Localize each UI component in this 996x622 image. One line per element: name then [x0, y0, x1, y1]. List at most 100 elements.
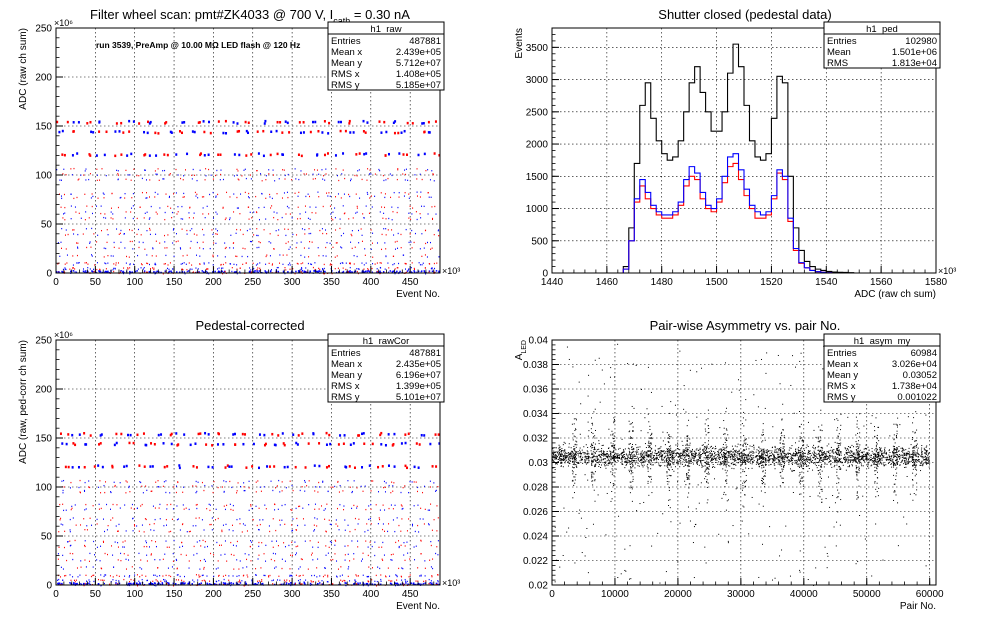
asymmetry-point	[572, 455, 574, 457]
corrected-point	[374, 541, 376, 543]
asymmetry-point	[622, 451, 624, 453]
raw-point	[71, 174, 73, 176]
raw-point	[143, 217, 145, 219]
corrected-point	[385, 576, 387, 578]
raw-point	[339, 262, 341, 265]
asymmetry-point	[693, 453, 695, 455]
corrected-point	[147, 579, 149, 582]
raw-point	[116, 169, 118, 172]
raw-point	[429, 241, 431, 244]
raw-point	[411, 229, 413, 232]
corrected-point	[72, 553, 74, 555]
raw-point	[357, 170, 359, 172]
corrected-point	[98, 503, 100, 505]
corrected-point	[398, 540, 400, 542]
corrected-point	[281, 519, 283, 521]
asymmetry-point	[870, 454, 872, 456]
asymmetry-point	[755, 455, 757, 457]
asymmetry-point	[660, 453, 662, 455]
raw-point	[279, 262, 281, 264]
asymmetry-point	[831, 466, 833, 468]
raw-point	[318, 270, 320, 272]
corrected-point	[131, 566, 133, 568]
asymmetry-point	[674, 459, 676, 461]
raw-point	[397, 267, 399, 269]
asymmetry-point	[847, 466, 849, 468]
raw-point	[98, 120, 101, 123]
corrected-point	[195, 517, 197, 519]
asymmetry-point	[691, 454, 693, 456]
corrected-point	[304, 466, 307, 469]
raw-point	[428, 196, 430, 198]
asymmetry-point	[782, 460, 784, 462]
asymmetry-point	[768, 455, 770, 457]
asymmetry-point	[731, 455, 733, 457]
corrected-point	[93, 465, 96, 468]
raw-point	[370, 229, 372, 231]
raw-point	[404, 179, 406, 181]
raw-point	[331, 272, 333, 275]
raw-point	[284, 120, 287, 123]
corrected-point	[159, 518, 161, 520]
asymmetry-point	[907, 450, 909, 452]
corrected-point	[404, 578, 406, 581]
corrected-point	[423, 434, 426, 437]
raw-point	[285, 213, 287, 215]
raw-point	[372, 232, 374, 234]
raw-ytick-label: 100	[35, 171, 52, 182]
raw-point	[415, 211, 417, 213]
corrected-point	[162, 485, 164, 487]
corrected-point	[204, 580, 206, 582]
asymmetry-point	[731, 453, 733, 455]
asymmetry-point	[691, 456, 693, 458]
corrected-point	[395, 574, 397, 576]
asymmetry-point	[843, 458, 845, 460]
corrected-point	[177, 481, 179, 483]
asymmetry-point	[837, 459, 839, 461]
corrected-point	[80, 583, 83, 586]
asymmetry-point	[739, 459, 741, 461]
corrected-point	[122, 541, 124, 543]
raw-point	[394, 273, 396, 275]
asymmetry-point	[747, 460, 749, 462]
raw-point	[322, 268, 324, 270]
pedestal-ytick-label: 1000	[526, 204, 549, 215]
corrected-point	[146, 554, 148, 556]
asymmetry-point	[839, 451, 841, 453]
pedestal-stats-label: Mean	[827, 47, 851, 58]
raw-point	[324, 270, 326, 273]
corrected-point	[224, 553, 226, 555]
raw-point	[385, 179, 387, 181]
raw-point	[141, 177, 143, 180]
asymmetry-point	[645, 455, 647, 457]
asymmetry-point	[772, 461, 774, 463]
raw-point	[345, 262, 347, 264]
raw-point	[148, 196, 150, 198]
corrected-point	[159, 503, 161, 506]
corrected-point	[85, 574, 87, 576]
corrected-point	[221, 529, 223, 531]
corrected-point	[393, 465, 396, 468]
raw-point	[270, 130, 273, 134]
raw-point	[300, 254, 302, 257]
raw-point	[154, 131, 157, 135]
raw-point	[309, 130, 312, 134]
corrected-point	[73, 579, 75, 581]
raw-point	[184, 273, 186, 275]
raw-point	[164, 247, 166, 249]
raw-point	[438, 256, 440, 258]
raw-point	[297, 195, 299, 197]
corrected-point	[279, 524, 281, 526]
raw-point	[297, 153, 300, 156]
raw-point	[125, 169, 127, 172]
raw-axes: 0 50 100 150 200 250 300 350 400 4500501001502002…	[18, 18, 460, 300]
corrected-point	[302, 507, 304, 509]
raw-point	[205, 175, 207, 177]
asymmetry-point	[765, 449, 767, 451]
pedestal-series-2	[552, 153, 936, 274]
asymmetry-point	[904, 452, 906, 454]
raw-point	[345, 268, 347, 271]
asymmetry-point	[731, 454, 733, 456]
raw-point	[88, 153, 91, 156]
raw-point	[269, 233, 271, 235]
